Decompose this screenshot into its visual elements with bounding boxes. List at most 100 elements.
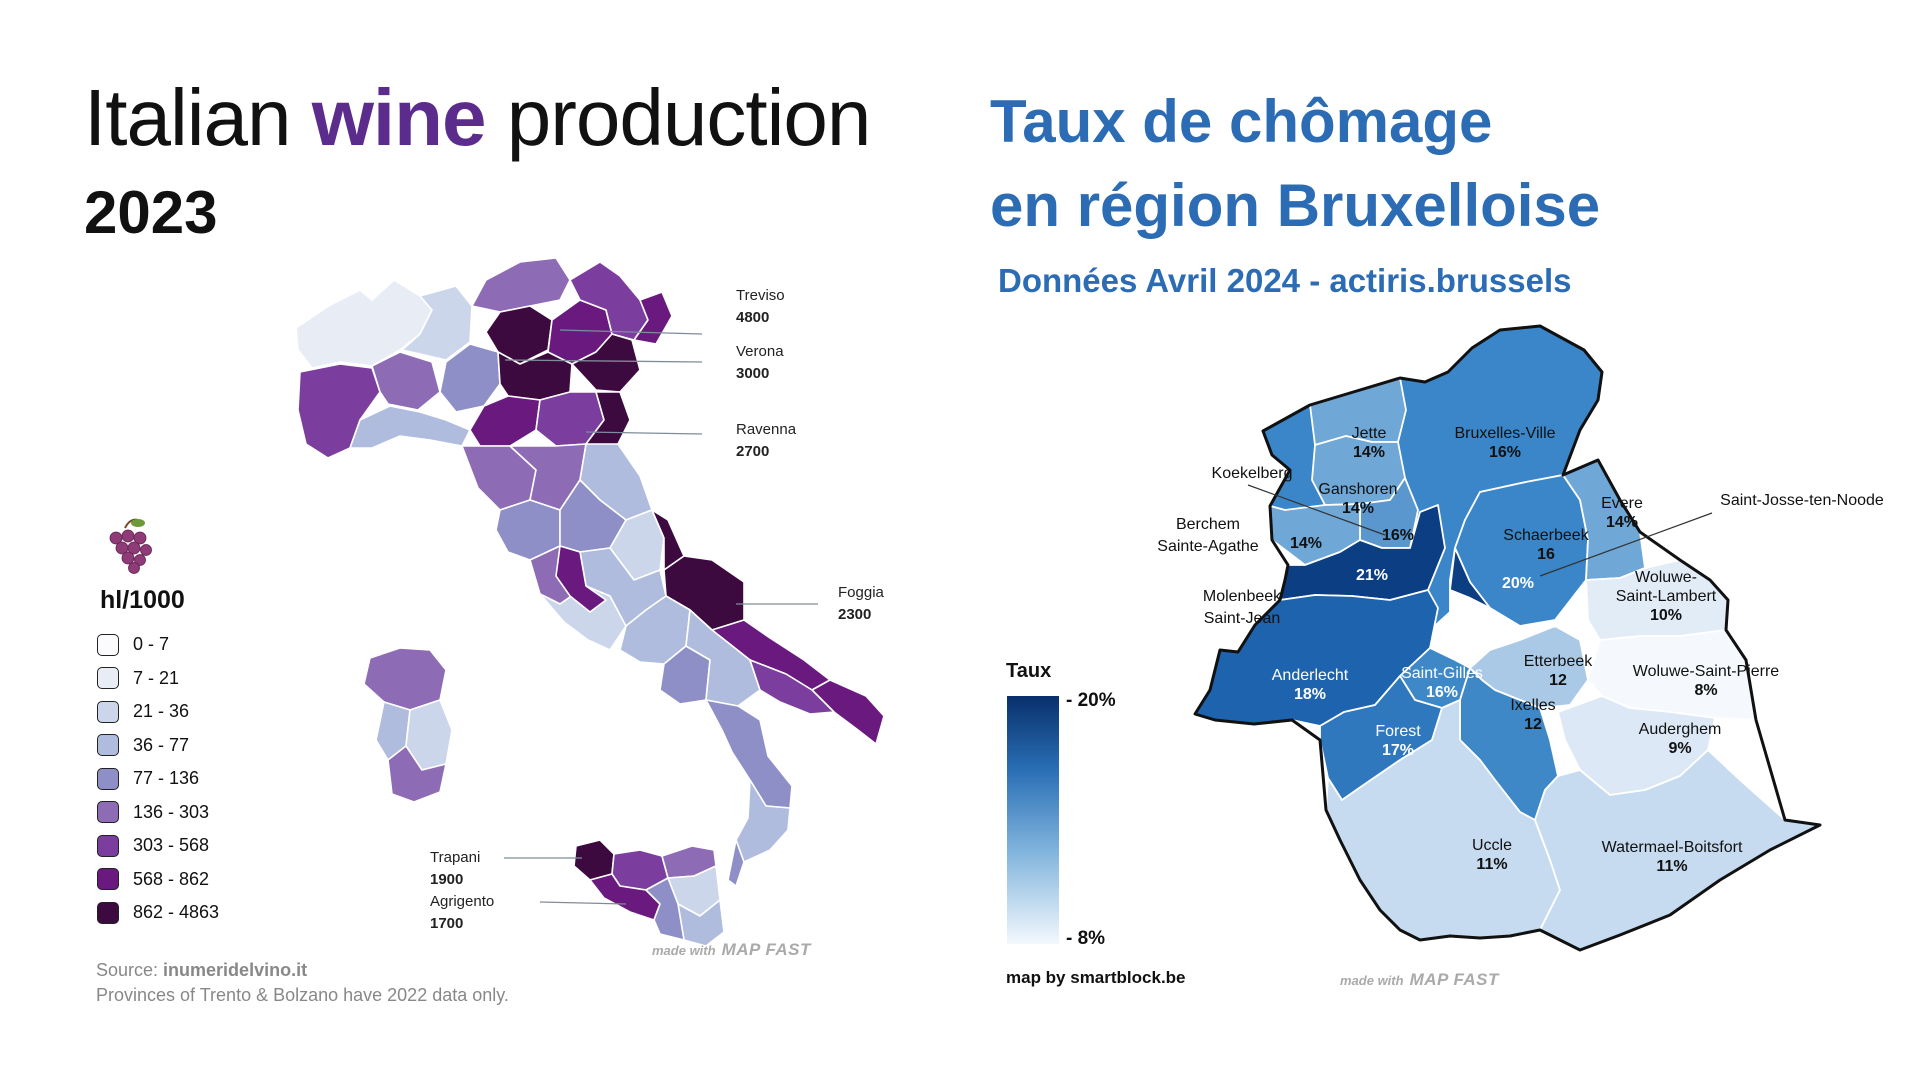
brussels-legend-title: Taux — [1006, 660, 1052, 682]
commune-label: Uccle 11% — [1472, 837, 1512, 873]
region-ragusa — [645, 877, 685, 941]
legend-row: 862 - 4863 — [97, 896, 219, 930]
commune-value: 10% — [1650, 607, 1682, 624]
brussels-title: Taux de chômage en région Bruxelloise — [990, 80, 1600, 248]
legend-swatch — [97, 767, 119, 790]
commune-value: 16 — [1537, 546, 1555, 563]
commune-woluwe-saint-pierre — [1587, 629, 1757, 721]
commune-value: 14% — [1290, 535, 1322, 552]
verona-value: 3000 — [736, 365, 769, 382]
treviso-name: Treviso — [736, 287, 785, 304]
legend-label: 21 - 36 — [133, 701, 190, 722]
legend-row: 568 - 862 — [97, 863, 219, 897]
commune-name: Jette — [1352, 425, 1387, 442]
commune-name: Saint-Gilles — [1401, 665, 1483, 682]
commune-label: 20% — [1502, 575, 1534, 592]
commune-name: Uccle — [1472, 837, 1512, 854]
region-alto-adige — [471, 257, 571, 313]
commune-name: Forest — [1375, 723, 1421, 740]
italy-note: Provinces of Trento & Bolzano have 2022 … — [96, 985, 509, 1005]
commune-label: Ganshoren 14% — [1318, 481, 1397, 517]
verona-leader — [504, 359, 703, 363]
commune-name-outside: Saint-Josse-ten-Noode — [1720, 492, 1884, 509]
brussels-madewith: made with MAP FAST — [1340, 970, 1499, 990]
region-salento — [811, 679, 885, 745]
commune-label: Forest 17% — [1375, 723, 1421, 759]
region-sardinia-north — [363, 647, 447, 711]
commune-value: 11% — [1656, 858, 1687, 875]
source-prefix: Source: — [96, 960, 164, 980]
region-liguria — [349, 405, 471, 449]
commune-name: Etterbeek — [1524, 653, 1593, 670]
agrigento-name: Agrigento — [430, 893, 494, 910]
commune-name: Woluwe-Saint-Pierre — [1633, 663, 1780, 680]
verona-name: Verona — [736, 343, 784, 360]
italy-legend-title: hl/1000 — [100, 586, 185, 614]
commune-label: Ixelles 12 — [1510, 697, 1555, 733]
region-calabria-south — [735, 779, 791, 863]
legend-label: 568 - 862 — [133, 868, 210, 889]
region-calabria-tip — [727, 839, 745, 887]
commune-value: 14% — [1606, 514, 1638, 531]
commune-label: Schaerbeek 16 — [1503, 527, 1589, 563]
commune-value: 12 — [1549, 672, 1567, 689]
brussels-legend-gradient — [1007, 696, 1059, 944]
mapfast-logo: MAP FAST — [1409, 970, 1499, 989]
legend-label: 0 - 7 — [133, 634, 170, 655]
commune-value: 14% — [1342, 500, 1374, 517]
commune-label: 14% — [1290, 535, 1322, 552]
region-trentino — [485, 305, 553, 365]
legend-swatch — [97, 734, 119, 757]
brussels-legend-max: - 20% — [1066, 690, 1116, 711]
commune-label: 16% — [1382, 527, 1414, 544]
legend-row: 36 - 77 — [97, 729, 219, 763]
region-trieste — [633, 291, 673, 345]
region-taranto — [749, 659, 835, 715]
agrigento-value: 1700 — [430, 915, 463, 932]
treviso-value: 4800 — [736, 309, 769, 326]
legend-row: 303 - 568 — [97, 829, 219, 863]
italy-title-pre: Italian — [84, 73, 312, 162]
italy-map: Treviso 4800 Verona 3000 Ravenna 2700 Fo… — [109, 257, 885, 947]
grape-icon — [109, 518, 152, 574]
commune-name-outside: Molenbeek — [1203, 588, 1282, 605]
commune-name-outside: Saint-Jean — [1204, 610, 1281, 627]
legend-label: 136 - 303 — [133, 801, 210, 822]
commune-value: 21% — [1356, 567, 1388, 584]
commune-value: 20% — [1502, 575, 1534, 592]
region-piemonte-mid — [371, 351, 441, 411]
commune-value: 12 — [1524, 716, 1542, 733]
legend-row: 7 - 21 — [97, 662, 219, 696]
commune-name: Ixelles — [1510, 697, 1555, 714]
ravenna-value: 2700 — [736, 443, 769, 460]
brussels-panel: Taux de chômage en région Bruxelloise Do… — [980, 0, 1920, 1080]
brussels-title-line2: en région Bruxelloise — [990, 172, 1601, 239]
commune-value: 16% — [1489, 444, 1521, 461]
commune-name-outside: Sainte-Agathe — [1157, 538, 1259, 555]
commune-label: Bruxelles-Ville 16% — [1454, 425, 1555, 461]
legend-row: 136 - 303 — [97, 796, 219, 830]
commune-name: Watermael-Boitsfort — [1602, 839, 1743, 856]
mapfast-logo: MAP FAST — [721, 940, 811, 959]
legend-swatch — [97, 633, 119, 656]
commune-label: Anderlecht 18% — [1272, 667, 1349, 703]
koekelberg-leader — [1247, 484, 1386, 536]
legend-swatch — [97, 834, 119, 857]
commune-value: 17% — [1382, 742, 1414, 759]
italy-title-post: production — [485, 73, 872, 162]
legend-row: 21 - 36 — [97, 695, 219, 729]
commune-label: Watermael-Boitsfort 11% — [1602, 839, 1743, 875]
commune-name-outside: Koekelberg — [1212, 465, 1293, 482]
region-lombardia-west — [401, 285, 473, 361]
foggia-name: Foggia — [838, 584, 885, 601]
italy-year: 2023 — [84, 179, 218, 246]
commune-label: Woluwe- Saint-Lambert 10% — [1616, 569, 1717, 624]
source-name: inumeridelvino.it — [163, 960, 308, 980]
brussels-title-line1: Taux de chômage — [990, 88, 1493, 155]
commune-label: Jette 14% — [1352, 425, 1387, 461]
legend-swatch — [97, 868, 119, 891]
commune-value: 9% — [1668, 740, 1691, 757]
region-tuscany-coast — [555, 545, 607, 613]
commune-value: 14% — [1353, 444, 1385, 461]
commune-name: Anderlecht — [1272, 667, 1349, 684]
